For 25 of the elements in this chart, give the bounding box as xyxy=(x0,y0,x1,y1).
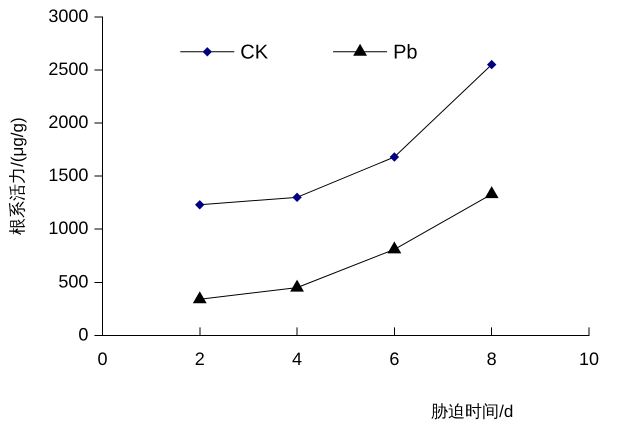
y-tick-label: 1500 xyxy=(48,165,88,186)
y-tick-label: 500 xyxy=(58,271,88,292)
legend-label: Pb xyxy=(393,41,418,64)
legend-label: CK xyxy=(240,41,269,64)
y-axis-title: 根系活力/(μg/g) xyxy=(8,117,27,235)
point xyxy=(390,152,399,162)
point xyxy=(487,60,496,70)
x-tick-label: 10 xyxy=(578,349,600,370)
point xyxy=(195,200,204,210)
x-tick-label: 2 xyxy=(194,349,205,370)
x-tick-label: 4 xyxy=(292,349,302,370)
y-tick-label: 3000 xyxy=(48,6,88,26)
point xyxy=(290,280,304,292)
x-tick-label: 8 xyxy=(486,349,497,370)
x-tick-label: 0 xyxy=(97,349,108,370)
x-axis-title: 胁迫时间/d xyxy=(431,402,514,421)
y-tick-label: 0 xyxy=(78,324,88,344)
point xyxy=(193,292,206,304)
point xyxy=(388,242,401,254)
point xyxy=(292,192,302,202)
x-tick-label: 6 xyxy=(389,349,400,370)
y-tick-label: 2500 xyxy=(48,58,88,79)
y-tick-label: 2000 xyxy=(48,112,88,132)
y-tick-label: 1000 xyxy=(48,218,88,238)
point xyxy=(485,186,498,198)
